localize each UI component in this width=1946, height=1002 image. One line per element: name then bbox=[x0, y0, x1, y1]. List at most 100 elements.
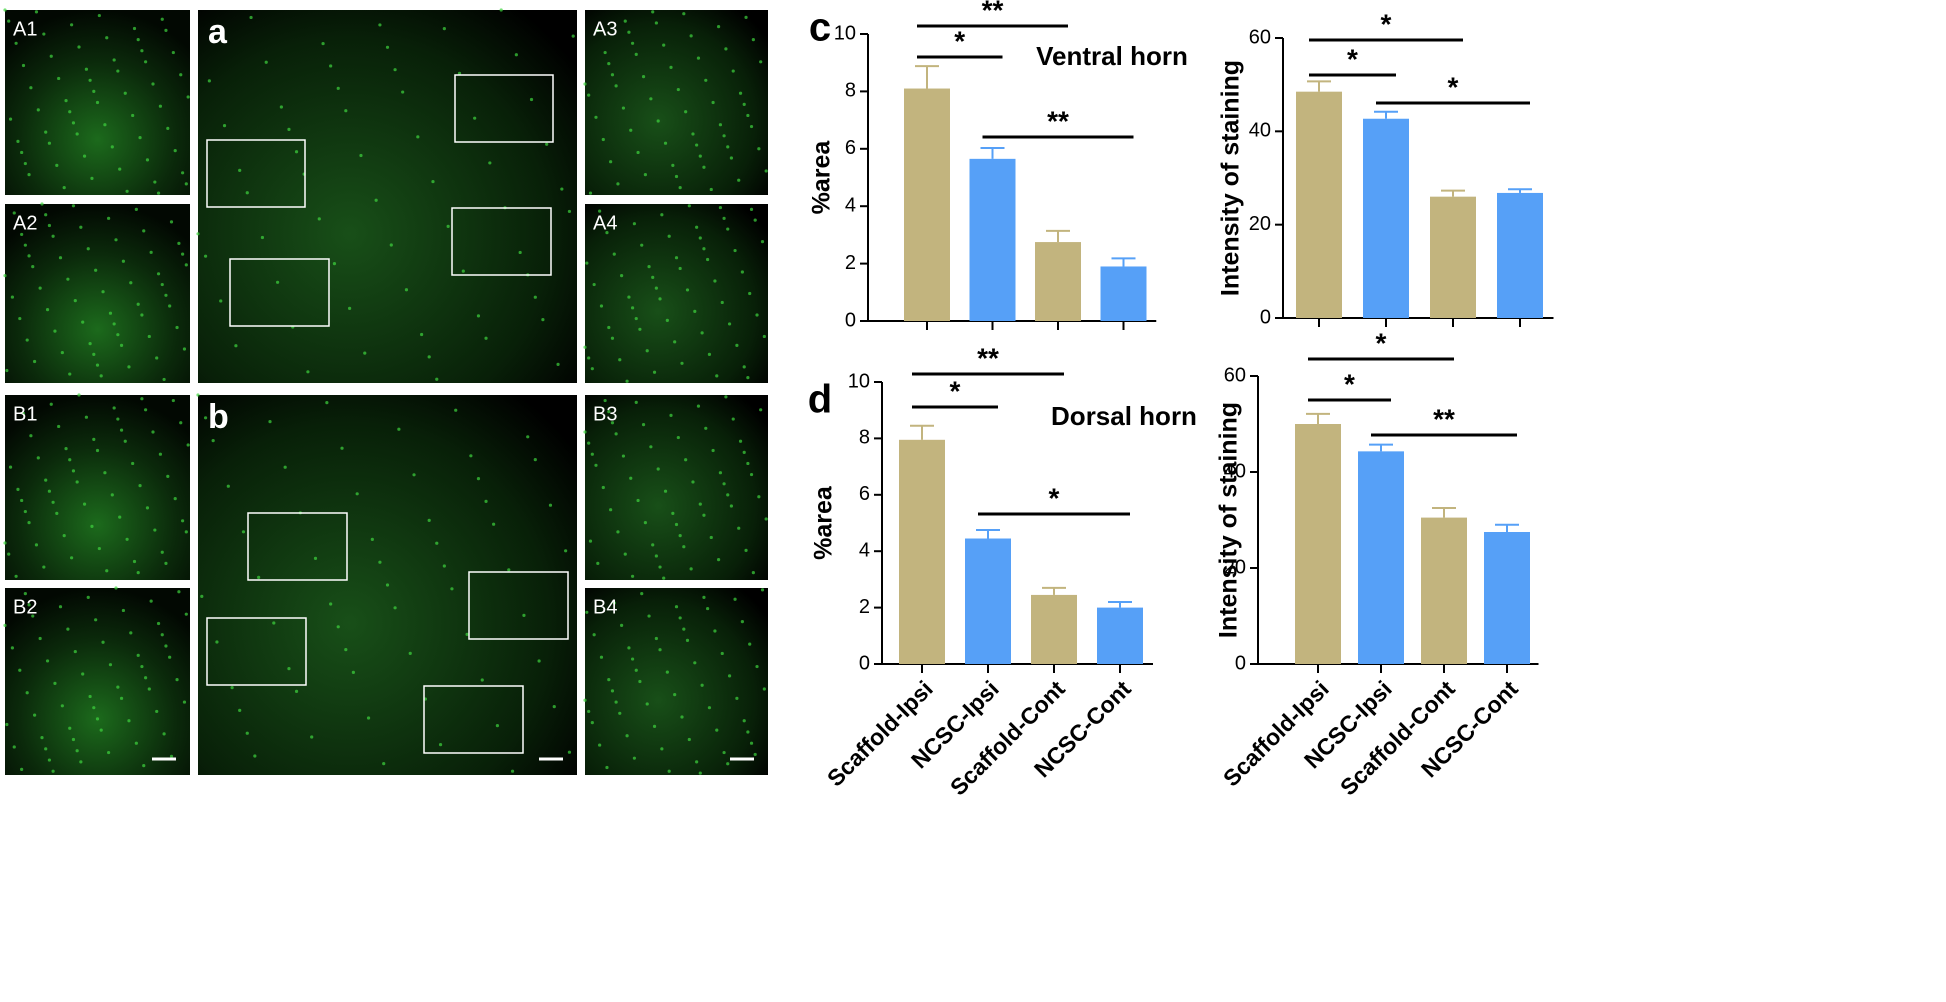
cell-speck bbox=[42, 32, 46, 36]
cell-speck bbox=[23, 161, 27, 166]
cell-speck bbox=[658, 565, 662, 569]
cell-speck bbox=[279, 105, 283, 109]
cell-speck bbox=[16, 139, 20, 143]
bar bbox=[1358, 451, 1404, 664]
cell-speck bbox=[678, 534, 682, 538]
cell-speck bbox=[378, 23, 382, 27]
cell-speck bbox=[590, 452, 594, 456]
cell-speck bbox=[27, 173, 31, 177]
cell-speck bbox=[99, 728, 103, 732]
cell-speck bbox=[548, 503, 553, 507]
cell-speck bbox=[700, 331, 704, 335]
cell-speck bbox=[556, 362, 560, 366]
cell-speck bbox=[16, 487, 20, 491]
cell-speck bbox=[612, 252, 616, 256]
cell-speck bbox=[607, 325, 611, 330]
micrograph bbox=[198, 10, 577, 383]
cell-speck bbox=[735, 696, 739, 700]
cell-speck bbox=[518, 250, 522, 255]
cell-speck bbox=[182, 347, 187, 351]
chart-label: Ventral horn bbox=[1036, 41, 1188, 71]
bar bbox=[1031, 594, 1077, 664]
cell-speck bbox=[58, 605, 63, 609]
cell-speck bbox=[75, 132, 79, 136]
cell-speck bbox=[623, 19, 627, 23]
cell-speck bbox=[691, 480, 695, 484]
cell-speck bbox=[34, 543, 39, 547]
cell-speck bbox=[118, 167, 122, 171]
cell-speck bbox=[630, 306, 635, 310]
cell-speck bbox=[507, 568, 511, 572]
cell-speck bbox=[702, 247, 706, 251]
cell-speck bbox=[748, 642, 752, 646]
cell-speck bbox=[632, 756, 637, 760]
cell-speck bbox=[700, 683, 704, 687]
cell-speck bbox=[31, 265, 35, 269]
cell-speck bbox=[110, 493, 114, 497]
cell-speck bbox=[663, 141, 668, 145]
cell-speck bbox=[14, 41, 18, 45]
cell-speck bbox=[114, 238, 118, 242]
cell-speck bbox=[241, 530, 246, 534]
cell-speck bbox=[118, 515, 122, 519]
cell-speck bbox=[10, 295, 14, 299]
cell-speck bbox=[147, 334, 151, 339]
cell-speck bbox=[112, 406, 116, 410]
cell-speck bbox=[621, 106, 626, 110]
cell-speck bbox=[366, 716, 371, 720]
cell-speck bbox=[715, 374, 719, 378]
cell-speck bbox=[249, 15, 253, 20]
cell-speck bbox=[605, 231, 609, 235]
cell-speck bbox=[162, 732, 166, 736]
cell-speck bbox=[760, 239, 765, 244]
y-tick-label: 0 bbox=[845, 309, 856, 331]
cell-speck bbox=[709, 187, 713, 192]
micrograph bbox=[585, 395, 768, 580]
cell-speck bbox=[588, 539, 593, 543]
cell-speck bbox=[47, 758, 52, 762]
cell-speck bbox=[219, 299, 223, 303]
cell-speck bbox=[116, 69, 120, 73]
cell-speck bbox=[762, 334, 766, 339]
cell-speck bbox=[614, 432, 618, 436]
cell-speck bbox=[68, 458, 72, 462]
cell-speck bbox=[95, 363, 100, 367]
cell-speck bbox=[522, 613, 526, 618]
cell-speck bbox=[457, 71, 462, 76]
cell-speck bbox=[55, 163, 59, 167]
cell-speck bbox=[630, 41, 635, 45]
cell-speck bbox=[47, 489, 52, 493]
cell-speck bbox=[738, 439, 743, 443]
cell-speck bbox=[53, 681, 57, 685]
cell-speck bbox=[720, 300, 724, 305]
cell-speck bbox=[711, 100, 715, 105]
cell-speck bbox=[698, 154, 702, 158]
cell-speck bbox=[20, 232, 24, 237]
cell-speck bbox=[764, 169, 768, 173]
cell-speck bbox=[5, 368, 9, 373]
cell-speck bbox=[36, 108, 40, 112]
cell-speck bbox=[693, 661, 697, 665]
cell-speck bbox=[164, 644, 168, 648]
cell-speck bbox=[71, 469, 76, 473]
cell-speck bbox=[674, 174, 679, 179]
cell-speck bbox=[184, 263, 188, 267]
cell-speck bbox=[179, 73, 183, 77]
cell-speck bbox=[726, 227, 730, 231]
cell-speck bbox=[45, 308, 50, 312]
cell-speck bbox=[480, 678, 484, 682]
cell-speck bbox=[40, 736, 44, 740]
cell-speck bbox=[156, 272, 161, 276]
cell-speck bbox=[47, 223, 52, 228]
cell-speck bbox=[29, 86, 33, 90]
significance-mark: * bbox=[1344, 368, 1355, 399]
cell-speck bbox=[336, 86, 340, 90]
cell-speck bbox=[603, 398, 607, 403]
cell-speck bbox=[669, 413, 673, 417]
panel-label: B4 bbox=[593, 596, 617, 618]
cell-speck bbox=[200, 594, 204, 599]
cell-speck bbox=[733, 248, 737, 253]
cell-speck bbox=[140, 313, 144, 317]
cell-speck bbox=[147, 687, 151, 691]
cell-speck bbox=[726, 762, 730, 766]
